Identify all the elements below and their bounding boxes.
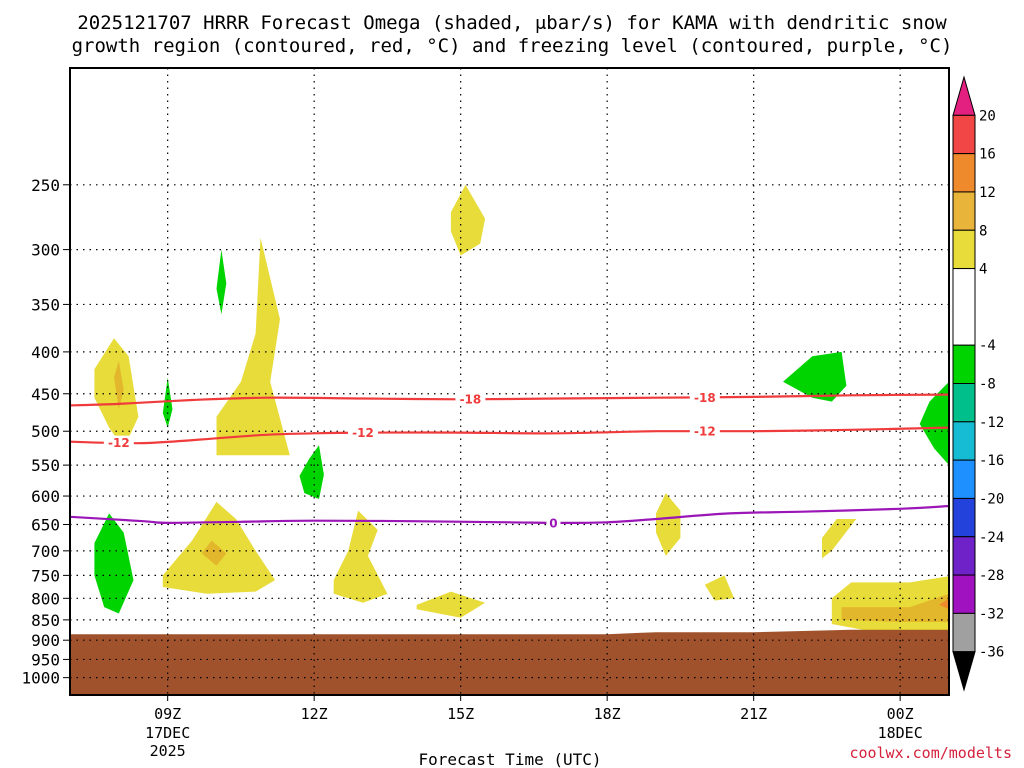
colorbar-label-20: 20: [979, 108, 996, 124]
y-tick-label-700: 700: [31, 542, 60, 561]
omega-colorbar: [952, 75, 976, 692]
y-axis: 2503003504004505005506006507007508008509…: [21, 176, 70, 688]
omega-region-sinking-8: [216, 237, 290, 456]
contour-label-bg--12: [689, 424, 720, 439]
y-tick-label-1000: 1000: [21, 669, 60, 688]
omega-region-rising-4: [783, 351, 847, 402]
x-tick-year-09Z: 2025: [150, 742, 186, 760]
x-tick-date-00Z: 18DEC: [878, 724, 923, 742]
omega-region-sinking-18: [841, 593, 949, 622]
y-tick-label-800: 800: [31, 589, 60, 608]
y-tick-label-400: 400: [31, 343, 60, 362]
colorbar-bin--36--32: [952, 612, 976, 653]
contour-label-bg--12: [103, 435, 134, 450]
contour-label-bg--12: [348, 425, 378, 440]
omega-region-sinking-15: [704, 575, 735, 601]
colorbar-labels: 20 16 12 8 4 -4 -8 -12 -16 -20 -24 -28 -32 -36: [979, 108, 1004, 660]
y-tick-label-650: 650: [31, 515, 60, 534]
contour-label-0: 0: [549, 516, 557, 530]
y-tick-label-350: 350: [31, 295, 60, 314]
grid-layer: [70, 68, 949, 695]
colorbar-bin--12--8: [952, 383, 976, 423]
colorbar-label--32: -32: [979, 606, 1004, 622]
omega-region-sinking-9: [450, 184, 486, 256]
omega-region-sinking-11: [201, 540, 227, 566]
x-tick-label-18Z: 18Z: [594, 705, 621, 723]
y-tick-label-900: 900: [31, 631, 60, 650]
colorbar-label--16: -16: [979, 453, 1004, 469]
colorbar-bin--24--20: [952, 497, 976, 538]
y-tick-label-600: 600: [31, 487, 60, 506]
contour-label--18: -18: [694, 391, 716, 405]
plot-area: -18 -18 -12 -12 -12 0: [70, 68, 949, 695]
contour-label--12: -12: [108, 436, 130, 450]
y-tick-label-450: 450: [31, 385, 60, 404]
contour-label--12: -12: [694, 425, 716, 439]
contour-label--12: -12: [352, 426, 374, 440]
colorbar-label--8: -8: [979, 377, 996, 393]
y-tick-label-950: 950: [31, 650, 60, 669]
y-tick-label-750: 750: [31, 566, 60, 585]
omega-region-sinking-19: [939, 598, 949, 610]
omega-region-rising-1: [162, 377, 173, 428]
y-tick-label-250: 250: [31, 176, 60, 195]
colorbar-label-4: 4: [979, 262, 987, 278]
colorbar-label--28: -28: [979, 568, 1004, 584]
omega-region-sinking-12: [333, 510, 388, 603]
colorbar-label--20: -20: [979, 491, 1004, 507]
x-tick-label-21Z: 21Z: [740, 705, 767, 723]
contour-label-bg-0: [546, 515, 561, 530]
colorbar-label-16: 16: [979, 147, 996, 163]
colorbar-bin--8--4: [952, 344, 976, 384]
colorbar-bottom-arrow: [952, 651, 976, 692]
contour-label-bg--18: [689, 390, 720, 405]
colorbar-label-12: 12: [979, 185, 996, 201]
colorbar-bin-8-12: [952, 191, 976, 231]
colorbar-label-8: 8: [979, 223, 987, 239]
terrain-layer: [70, 629, 949, 695]
colorbar-bin-4-8: [952, 229, 976, 270]
colorbar-bin--28--24: [952, 536, 976, 576]
contour--12: [70, 426, 949, 445]
x-axis-label: Forecast Time (UTC): [418, 750, 601, 768]
x-tick-label-15Z: 15Z: [447, 705, 474, 723]
contour-0: [70, 504, 949, 525]
contour-layer: -18 -18 -12 -12 -12 0: [70, 390, 949, 530]
contour-label--18: -18: [460, 393, 482, 407]
chart-title-line-2: growth region (contoured, red, °C) and f…: [72, 35, 953, 57]
omega-region-rising-2: [216, 249, 227, 315]
colorbar-label--12: -12: [979, 415, 1004, 431]
plot-frame: [69, 67, 950, 696]
x-tick-date-09Z: 17DEC: [145, 724, 190, 742]
omega-region-sinking-7: [114, 360, 124, 410]
chart-title-line-1: 2025121707 HRRR Forecast Omega (shaded, …: [77, 12, 947, 34]
omega-region-rising-3: [299, 445, 324, 499]
omega-region-rising-0: [94, 513, 134, 614]
colorbar-bin--16--12: [952, 421, 976, 461]
credit-text: coolwx.com/modelts: [849, 744, 1012, 762]
x-tick-label-00Z: 00Z: [887, 705, 914, 723]
terrain-fill: [70, 629, 949, 695]
y-tick-label-550: 550: [31, 456, 60, 475]
colorbar-label--24: -24: [979, 530, 1004, 546]
omega-region-sinking-13: [416, 591, 486, 618]
colorbar-bin--20--16: [952, 459, 976, 499]
colorbar-bin--32--28: [952, 574, 976, 614]
contour-label-bg--18: [455, 392, 486, 407]
x-tick-label-12Z: 12Z: [301, 705, 328, 723]
x-tick-label-09Z: 09Z: [154, 705, 181, 723]
omega-region-sinking-16: [822, 519, 857, 559]
omega-region-rising-5: [919, 381, 949, 466]
y-tick-label-850: 850: [31, 611, 60, 630]
colorbar-label--4: -4: [979, 338, 996, 354]
y-tick-label-500: 500: [31, 422, 60, 441]
colorbar-bin-12-16: [952, 153, 976, 193]
omega-shading: [94, 184, 949, 633]
colorbar-bin--4-4: [952, 268, 976, 346]
y-tick-label-300: 300: [31, 241, 60, 260]
colorbar-label--36: -36: [979, 645, 1004, 661]
colorbar-bin-16-20: [952, 114, 976, 155]
